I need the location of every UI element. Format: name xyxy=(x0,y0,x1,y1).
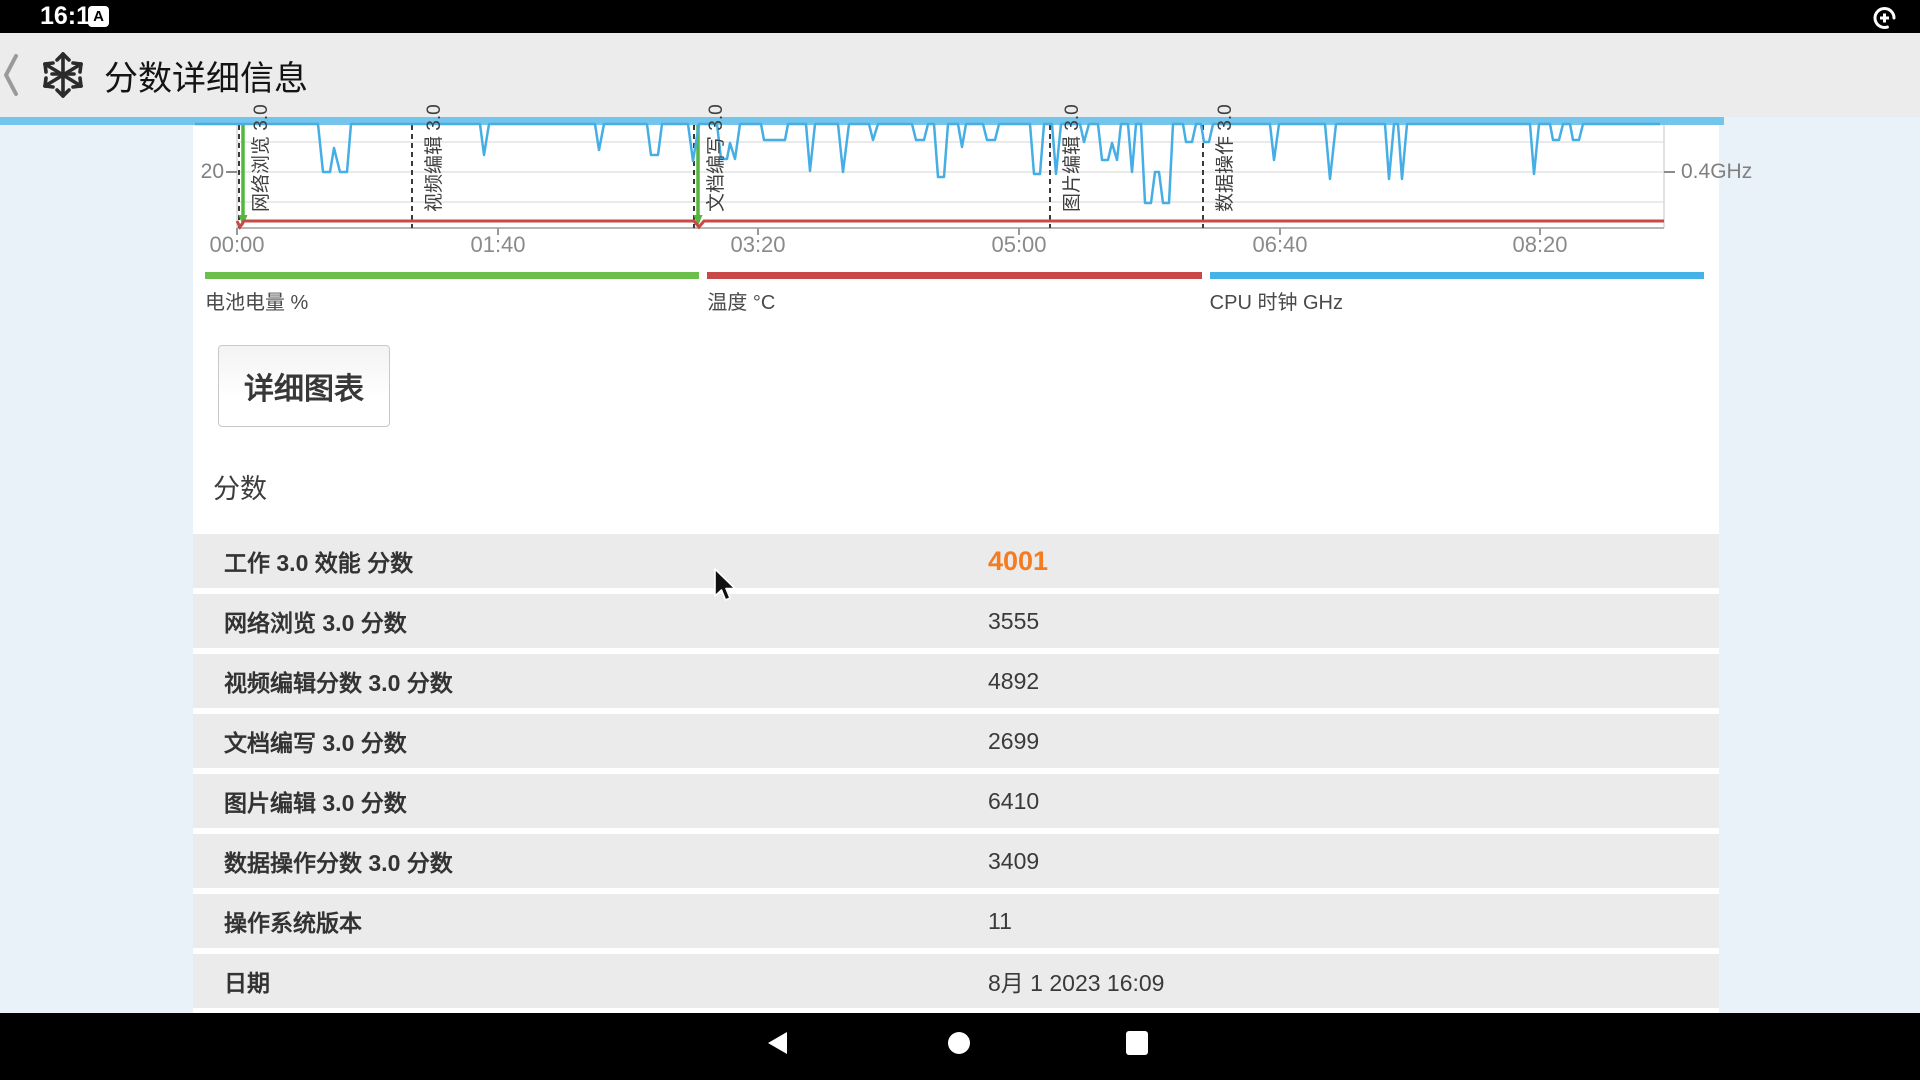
section-marker-label: 数据操作 3.0 xyxy=(1215,104,1236,212)
temperature-line xyxy=(235,219,1664,230)
benchmark-chart xyxy=(0,117,1724,235)
cpu-line-top-band xyxy=(0,117,1724,125)
table-row: 数据操作分数 3.0 分数 3409 xyxy=(193,834,1719,888)
snowflake-logo-icon xyxy=(43,52,83,98)
legend-label: 电池电量 % xyxy=(205,292,309,314)
page-title: 分数详细信息 xyxy=(104,59,308,98)
x-tick-label: 05:00 xyxy=(991,232,1047,257)
score-row-label: 日期 xyxy=(224,970,270,996)
nav-recents-icon[interactable] xyxy=(1126,1031,1148,1055)
legend-label: 温度 °C xyxy=(707,292,776,314)
keyboard-ime-icon: A xyxy=(88,6,109,27)
battery-event-lines xyxy=(238,125,703,226)
score-row-label: 数据操作分数 3.0 分数 xyxy=(224,850,453,876)
legend-label: CPU 时钟 GHz xyxy=(1209,292,1343,314)
axis-ticks xyxy=(226,171,1675,235)
section-marker-label: 视频编辑 3.0 xyxy=(424,104,445,212)
status-bar: 16:10 A xyxy=(0,0,1920,33)
score-row-label: 工作 3.0 效能 分数 xyxy=(224,550,414,576)
table-row: 文档编写 3.0 分数 2699 xyxy=(193,714,1719,768)
section-marker-label: 文档编写 3.0 xyxy=(706,104,727,212)
section-marker-label: 网络浏览 3.0 xyxy=(251,104,272,212)
score-row-value: 2699 xyxy=(988,727,1040,754)
x-tick-label: 03:20 xyxy=(730,232,786,257)
score-row-value: 4892 xyxy=(988,667,1040,694)
x-tick-label: 01:40 xyxy=(470,232,526,257)
score-row-label: 视频编辑分数 3.0 分数 xyxy=(224,670,453,696)
scores-section-title: 分数 xyxy=(213,474,267,504)
legend-color-bar xyxy=(205,272,700,279)
table-row: 图片编辑 3.0 分数 6410 xyxy=(193,774,1719,828)
table-row: 视频编辑分数 3.0 分数 4892 xyxy=(193,654,1719,708)
score-row-value: 3409 xyxy=(988,847,1040,874)
score-row-value: 6410 xyxy=(988,787,1040,814)
table-row: 工作 3.0 效能 分数 4001 xyxy=(193,534,1719,588)
score-row-label: 文档编写 3.0 分数 xyxy=(224,730,407,756)
nav-back-icon[interactable] xyxy=(768,1032,787,1054)
cpu-clock-line xyxy=(195,122,1660,205)
legend-item: CPU 时钟 GHz xyxy=(1209,272,1704,315)
chart-legend: 电池电量 % 温度 °C CPU 时钟 GHz xyxy=(205,272,1704,315)
score-row-value: 4001 xyxy=(988,545,1049,576)
detailed-charts-button[interactable]: 详细图表 xyxy=(218,345,390,427)
legend-item: 电池电量 % xyxy=(205,272,700,315)
app-bar: 分数详细信息 xyxy=(0,33,1920,117)
table-row: 操作系统版本 11 xyxy=(193,894,1719,948)
score-row-label: 网络浏览 3.0 分数 xyxy=(224,610,407,636)
score-row-value: 11 xyxy=(988,907,1012,934)
y-axis-right-tick-label: 0.4GHz xyxy=(1681,160,1753,183)
back-chevron-icon[interactable] xyxy=(2,52,20,98)
legend-color-bar xyxy=(1209,272,1704,279)
x-tick-label: 06:40 xyxy=(1252,232,1308,257)
table-row: 日期 8月 1 2023 16:09 xyxy=(193,954,1719,1008)
legend-item: 温度 °C xyxy=(707,272,1202,315)
y-axis-left-tick-label: 20 xyxy=(200,160,224,183)
section-marker-label: 图片编辑 3.0 xyxy=(1062,104,1083,212)
scores-table: 工作 3.0 效能 分数 4001 网络浏览 3.0 分数 3555 视频编辑分数 3.… xyxy=(193,534,1719,1014)
table-row: 网络浏览 3.0 分数 3555 xyxy=(193,594,1719,648)
data-saver-icon xyxy=(1873,7,1896,29)
ime-letter: A xyxy=(93,8,104,25)
nav-home-icon[interactable] xyxy=(948,1032,970,1054)
section-marker-lines xyxy=(238,125,1204,228)
score-row-value: 8月 1 2023 16:09 xyxy=(988,970,1165,996)
legend-color-bar xyxy=(707,272,1202,279)
score-row-label: 操作系统版本 xyxy=(224,910,362,936)
x-tick-label: 00:00 xyxy=(209,232,265,257)
score-row-value: 3555 xyxy=(988,607,1040,634)
chart-gridlines xyxy=(0,117,1724,228)
mouse-cursor xyxy=(714,568,736,601)
score-row-label: 图片编辑 3.0 分数 xyxy=(224,790,407,816)
x-tick-label: 08:20 xyxy=(1512,232,1568,257)
